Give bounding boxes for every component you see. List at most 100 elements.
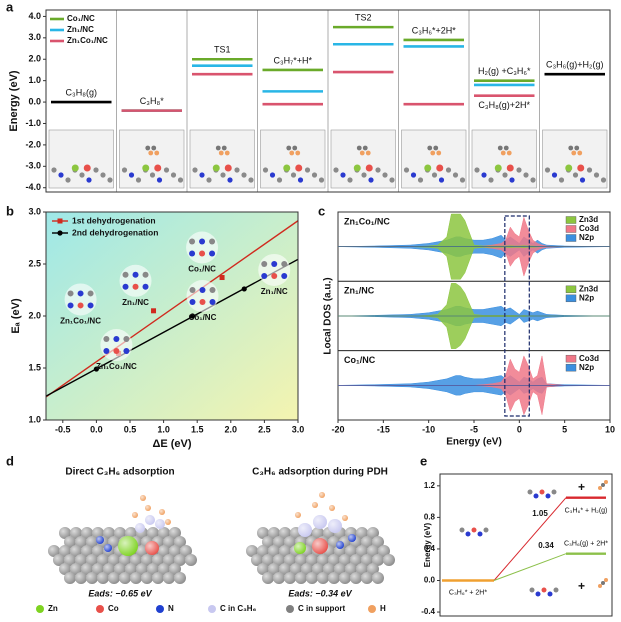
legend-swatch (565, 294, 577, 303)
atom (488, 177, 494, 183)
atom (365, 164, 373, 172)
atom-shine (75, 572, 87, 584)
atom (551, 172, 558, 178)
plot-frame (45, 211, 299, 421)
point-label: Zn₁Co₁/NC (96, 362, 137, 371)
atom (382, 172, 388, 178)
state-label: C₃H₈(g) (66, 87, 97, 97)
atom (565, 164, 573, 172)
atom (93, 167, 99, 173)
dos-area (337, 246, 611, 259)
atom-shine (174, 536, 186, 548)
atom (362, 145, 368, 151)
atom-shine (130, 572, 142, 584)
atom (577, 164, 585, 172)
panel-label: d (6, 453, 14, 468)
atom (598, 486, 602, 490)
atom-shine (328, 519, 342, 533)
legend-swatch (565, 354, 577, 363)
atom (424, 164, 432, 172)
y-tick-label: 1.0 (28, 414, 41, 424)
atom (292, 145, 298, 151)
atom (51, 167, 57, 173)
atom-shine (279, 545, 291, 557)
atom-shine (75, 536, 87, 548)
atom-shine (64, 536, 76, 548)
legend-label: Co3d (579, 224, 599, 233)
atom (527, 489, 533, 495)
y-axis-label: Local DOS (a.u.) (323, 277, 334, 354)
atom-shine (130, 554, 142, 566)
atom-shine (284, 572, 296, 584)
atom (403, 167, 410, 173)
atom-shine (284, 554, 296, 566)
atom (151, 145, 157, 151)
legend-swatch (565, 285, 577, 294)
atom-shine (345, 545, 357, 557)
atom-shine (246, 545, 258, 557)
atom-shine (108, 554, 120, 566)
atom (71, 164, 79, 172)
state-label: C₃H₆*+2H* (412, 25, 457, 35)
atom-shine (155, 519, 165, 529)
atom (286, 145, 292, 151)
y-tick-label: 3.0 (28, 206, 41, 216)
atom (121, 167, 128, 173)
atom-shine (103, 527, 115, 539)
atom-shine (356, 545, 368, 557)
atom (271, 272, 278, 279)
legend-marker (57, 218, 63, 224)
x-tick-label: 0.5 (124, 424, 137, 434)
legend-swatch (565, 234, 577, 242)
atom (262, 167, 269, 173)
atom-shine (268, 527, 280, 539)
atom (123, 336, 130, 343)
atom-shine (317, 554, 329, 566)
atom (436, 150, 442, 156)
atom-shine (312, 502, 318, 508)
legend-swatch (565, 225, 577, 233)
atom (506, 150, 512, 156)
atom (67, 302, 74, 309)
atom (142, 283, 149, 290)
atom (431, 172, 438, 178)
atom-shine (59, 527, 71, 539)
atom (177, 177, 184, 183)
atom-shine (295, 512, 301, 518)
x-tick-label: 2.0 (225, 424, 238, 434)
atom (227, 177, 233, 183)
atom (86, 177, 92, 183)
atom-shine (273, 554, 285, 566)
atom (593, 172, 600, 178)
atom (497, 145, 503, 151)
fit-line (46, 258, 298, 397)
value-label: 1.05 (532, 509, 548, 518)
x-tick-label: 10 (605, 424, 615, 434)
atom-shine (295, 572, 307, 584)
subplot-label: Zn₁/NC (344, 286, 375, 296)
atom (281, 272, 288, 279)
panel-label: c (318, 203, 325, 218)
atom (199, 238, 206, 245)
atom-shine (147, 527, 159, 539)
atom-shine (334, 563, 346, 575)
legend-marker (156, 605, 164, 613)
atom-shine (75, 554, 87, 566)
legend-label: Zn₁/NC (67, 25, 94, 34)
atom (353, 164, 361, 172)
atom (601, 483, 605, 487)
value-label: 0.34 (538, 541, 554, 550)
atom-shine (81, 527, 93, 539)
atom-shine (135, 523, 145, 533)
connector (493, 497, 567, 581)
plus-sign: + (578, 480, 585, 494)
legend-label: N2p (579, 363, 594, 372)
atom (283, 164, 291, 172)
atom-shine (350, 572, 362, 584)
atom (199, 172, 205, 178)
y-tick-label: 0.0 (28, 96, 41, 106)
structure-panel (48, 129, 114, 189)
atom-shine (279, 563, 291, 575)
atom (340, 172, 346, 178)
y-tick-label: -4.0 (25, 182, 41, 192)
